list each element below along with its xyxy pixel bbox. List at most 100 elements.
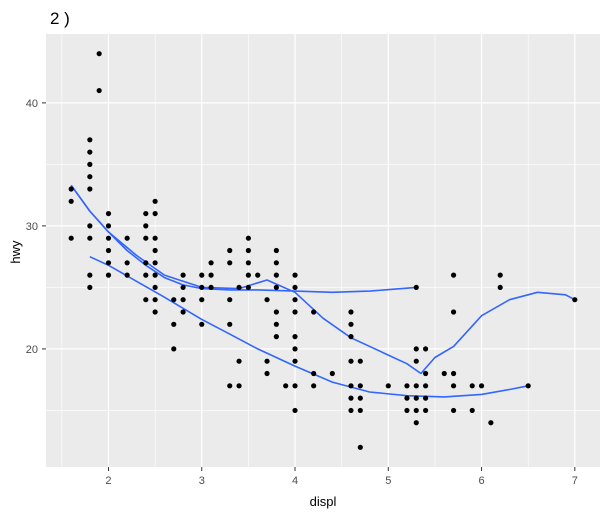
data-point	[199, 284, 205, 291]
data-point	[143, 235, 149, 241]
data-point	[180, 297, 186, 303]
plot-panel	[46, 34, 600, 467]
data-point	[478, 383, 485, 389]
data-point	[152, 235, 158, 241]
chart-title: 2 )	[50, 9, 70, 28]
data-point	[124, 272, 130, 278]
data-point	[152, 198, 158, 204]
data-point	[171, 346, 177, 352]
data-point	[208, 272, 214, 278]
data-point	[357, 407, 363, 414]
data-point	[105, 247, 112, 254]
data-point	[413, 383, 419, 389]
data-point	[292, 407, 298, 414]
smooth-line-3	[89, 255, 529, 398]
data-point	[283, 383, 289, 389]
data-point	[292, 284, 298, 291]
data-point	[199, 272, 205, 278]
data-point	[488, 420, 494, 426]
data-point	[143, 260, 149, 266]
data-point	[292, 297, 298, 303]
data-point	[245, 284, 251, 291]
data-point	[264, 358, 270, 364]
data-point	[348, 309, 354, 315]
data-point	[348, 383, 354, 389]
data-point	[171, 297, 177, 303]
data-point	[87, 174, 93, 180]
y-tick-label: 40	[26, 98, 38, 110]
data-point	[292, 383, 298, 389]
x-tick-label: 7	[572, 475, 578, 487]
data-point	[348, 407, 354, 414]
data-point	[348, 395, 354, 401]
data-point	[87, 284, 93, 291]
data-point	[87, 137, 93, 143]
y-tick-label: 30	[26, 221, 38, 233]
data-point	[227, 321, 233, 327]
data-point	[422, 407, 429, 414]
data-point	[264, 297, 270, 303]
data-point	[152, 297, 158, 303]
data-point	[385, 383, 391, 389]
data-point	[245, 260, 251, 266]
data-point	[292, 358, 298, 364]
data-point	[357, 395, 363, 401]
data-point	[572, 297, 578, 303]
data-point	[273, 260, 279, 266]
data-point	[422, 346, 429, 352]
y-axis-label: hwy	[8, 240, 23, 264]
data-point	[357, 383, 363, 389]
data-point	[87, 186, 93, 192]
x-axis-label: displ	[310, 494, 337, 509]
data-point	[348, 334, 354, 340]
data-point	[273, 272, 279, 278]
x-axis-ticks: 2 3 4 5 6 7	[105, 467, 578, 487]
data-point	[311, 370, 317, 377]
data-point	[273, 321, 279, 327]
data-point	[152, 309, 158, 315]
data-point	[96, 87, 102, 94]
data-point	[105, 235, 112, 241]
data-point	[208, 260, 214, 266]
data-point	[180, 284, 186, 291]
data-point	[292, 334, 298, 340]
data-point	[152, 260, 158, 266]
data-point	[450, 272, 457, 278]
data-point	[180, 309, 186, 315]
data-point	[236, 284, 242, 291]
data-point	[68, 198, 74, 204]
data-point	[87, 223, 93, 229]
data-point	[124, 235, 130, 241]
data-point	[68, 186, 74, 192]
data-point	[96, 51, 102, 57]
data-point	[124, 260, 130, 266]
data-point	[497, 272, 503, 278]
data-point	[236, 358, 242, 364]
data-point	[422, 370, 429, 377]
data-point	[329, 370, 335, 377]
data-point	[143, 223, 149, 229]
data-point	[311, 309, 317, 315]
data-point	[87, 272, 93, 278]
data-point	[152, 272, 158, 278]
data-point	[311, 383, 317, 389]
data-point	[143, 297, 149, 303]
data-point	[273, 284, 279, 291]
data-point	[236, 383, 242, 389]
data-point	[105, 272, 112, 278]
data-point	[143, 272, 149, 278]
data-point	[441, 370, 447, 377]
data-point	[292, 309, 298, 315]
data-point	[227, 260, 233, 266]
data-point	[152, 210, 158, 217]
data-point	[292, 272, 298, 278]
data-point	[180, 272, 186, 278]
data-point	[208, 284, 214, 291]
data-point	[497, 284, 503, 291]
data-point	[413, 346, 419, 352]
data-point	[105, 223, 112, 229]
data-point	[404, 407, 410, 414]
data-point	[68, 235, 74, 241]
data-point	[245, 235, 251, 241]
